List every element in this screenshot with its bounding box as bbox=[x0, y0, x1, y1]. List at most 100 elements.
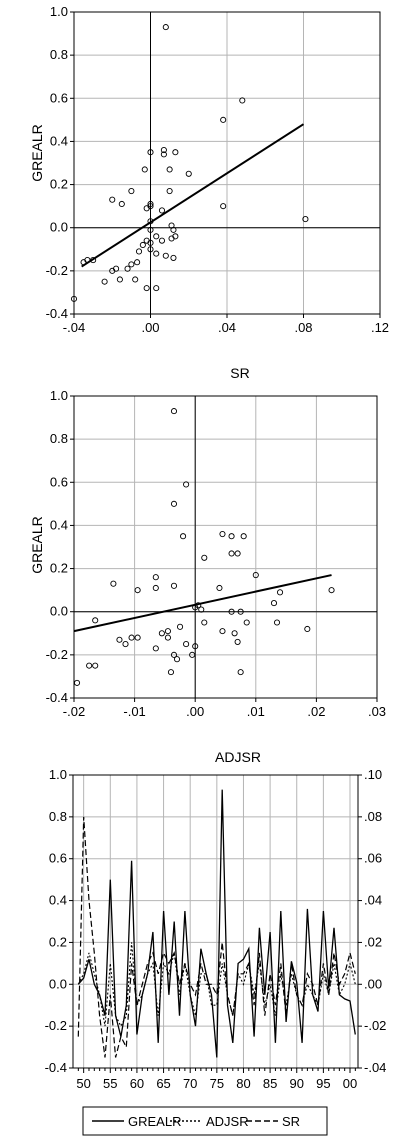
chart2-point bbox=[173, 656, 181, 663]
chart1-point bbox=[239, 97, 246, 104]
chart2-point bbox=[237, 608, 244, 615]
chart2-x-tick-label: .03 bbox=[368, 704, 386, 719]
chart3-y-left-tick-label: -0.4 bbox=[45, 1060, 67, 1075]
chart2-point bbox=[219, 531, 226, 538]
chart2-point bbox=[158, 630, 165, 637]
chart1-point bbox=[128, 261, 135, 268]
chart3-legend: GREALR ADJSR SR bbox=[82, 1106, 328, 1136]
chart3-plot-frame bbox=[72, 774, 359, 1069]
chart2-point bbox=[167, 669, 175, 676]
chart2-point bbox=[170, 408, 178, 415]
chart1-point bbox=[139, 241, 146, 249]
chart1-point bbox=[134, 259, 141, 266]
chart2-point bbox=[276, 589, 284, 596]
chart3-x-tick-label: 65 bbox=[156, 1076, 170, 1091]
chart3-y-left-tick-label: 0.4 bbox=[49, 893, 67, 908]
chart2-point bbox=[198, 606, 205, 613]
chart2-point bbox=[170, 651, 178, 658]
chart2-point bbox=[170, 500, 178, 507]
chart2-point bbox=[170, 582, 178, 589]
chart2-point bbox=[240, 533, 247, 540]
chart2-y-tick-label: -0.2 bbox=[46, 647, 68, 662]
chart3-x-tick-label: 60 bbox=[130, 1076, 144, 1091]
chart2-point bbox=[86, 662, 93, 669]
chart1-point bbox=[220, 116, 227, 123]
chart1-point bbox=[135, 248, 143, 255]
chart1-point bbox=[162, 24, 169, 31]
chart1-point bbox=[70, 295, 78, 302]
chart2-point bbox=[234, 638, 241, 645]
chart2-point bbox=[164, 634, 171, 641]
scatter-chart-1: GREALR -.04 .00 .04 .08 .12 -0.4 -0.2 0.0 0.2 0.4… bbox=[29, 4, 389, 335]
chart2-x-tick-label: .01 bbox=[247, 704, 265, 719]
chart3-y-left-tick-label: 1.0 bbox=[49, 767, 67, 782]
chart1-x-tick-label: .08 bbox=[294, 320, 312, 335]
legend-label-grealr: GREALR bbox=[128, 1114, 181, 1129]
chart3-y-right-tick-label: -.04 bbox=[364, 1060, 386, 1075]
chart3-y-left-tick-label: 0.2 bbox=[49, 934, 67, 949]
chart2-y-tick-label: 0.4 bbox=[50, 517, 68, 532]
chart2-point bbox=[304, 625, 311, 633]
chart2-y-tick-label: -0.4 bbox=[46, 690, 68, 705]
chart2-x-tick-label: .02 bbox=[307, 704, 325, 719]
chart1-point bbox=[147, 239, 154, 246]
chart2-plot-frame bbox=[73, 395, 378, 699]
legend-label-adjsr: ADJSR bbox=[206, 1114, 249, 1129]
chart3-y-left-tick-label: -0.2 bbox=[45, 1018, 67, 1033]
chart2-point bbox=[73, 679, 81, 686]
chart2-point bbox=[134, 634, 141, 641]
chart1-ylabel: GREALR bbox=[29, 124, 45, 182]
line-chart-3: ADJSR 50 55 60 65 70 75 80 85 90 95 00 -0.4 -0.2 0.0 0… bbox=[45, 749, 387, 1091]
chart2-point bbox=[273, 619, 281, 626]
chart3-x-tick-label: 55 bbox=[103, 1076, 117, 1091]
chart2-point bbox=[201, 554, 208, 561]
chart2-point bbox=[92, 617, 99, 624]
chart1-point bbox=[162, 252, 169, 259]
chart1-point bbox=[160, 151, 167, 158]
chart1-y-tick-label: 0.4 bbox=[50, 133, 68, 148]
scatter-chart-2: SR GREALR -.02 -.01 .00 .01 .02 .03 -0.4 -0.2 0.… bbox=[29, 365, 386, 719]
chart2-point bbox=[252, 571, 259, 579]
chart3-y-right-tick-label: .06 bbox=[364, 851, 382, 866]
chart1-y-tick-label: 0.0 bbox=[50, 220, 68, 235]
chart3-x-tick-label: 70 bbox=[183, 1076, 197, 1091]
chart1-x-tick-label: .12 bbox=[371, 320, 389, 335]
chart1-point bbox=[160, 147, 167, 154]
chart1-point bbox=[116, 276, 123, 283]
chart1-y-tick-label: -0.4 bbox=[46, 306, 68, 321]
chart1-point bbox=[141, 166, 148, 173]
chart2-point bbox=[228, 533, 235, 540]
chart2-y-tick-label: 0.6 bbox=[50, 474, 68, 489]
chart2-point bbox=[216, 584, 223, 592]
chart2-y-tick-label: 0.8 bbox=[50, 431, 68, 446]
chart2-point bbox=[237, 669, 244, 676]
chart3-y-left-tick-label: 0.0 bbox=[49, 976, 67, 991]
chart2-point bbox=[201, 619, 208, 626]
chart1-point bbox=[124, 265, 131, 272]
chart1-point bbox=[109, 196, 116, 203]
chart2-y-tick-label: 0.0 bbox=[50, 604, 68, 619]
chart1-y-tick-label: 0.2 bbox=[50, 177, 68, 192]
chart3-x-tick-label: 50 bbox=[76, 1076, 90, 1091]
chart1-point bbox=[170, 254, 177, 261]
chart2-y-tick-label: 1.0 bbox=[50, 388, 68, 403]
chart2-point bbox=[92, 662, 99, 669]
chart1-point bbox=[302, 216, 309, 223]
chart3-y-right-tick-label: .02 bbox=[364, 934, 382, 949]
chart1-point bbox=[147, 200, 154, 208]
chart1-point bbox=[147, 246, 154, 253]
series-line-sr bbox=[77, 816, 356, 1058]
chart1-point bbox=[185, 170, 192, 177]
chart1-y-tick-label: 1.0 bbox=[50, 4, 68, 19]
chart3-x-tick-label: 85 bbox=[263, 1076, 277, 1091]
chart2-point bbox=[164, 628, 171, 635]
chart3-y-left-tick-label: 0.6 bbox=[49, 851, 67, 866]
chart1-point bbox=[220, 203, 227, 210]
chart3-y-right-tick-label: .08 bbox=[364, 809, 382, 824]
chart1-point bbox=[143, 205, 150, 212]
chart2-point bbox=[152, 584, 159, 592]
chart3-x-tick-label: 80 bbox=[236, 1076, 250, 1091]
chart2-y-tick-label: 0.2 bbox=[50, 561, 68, 576]
chart2-point bbox=[219, 628, 226, 635]
